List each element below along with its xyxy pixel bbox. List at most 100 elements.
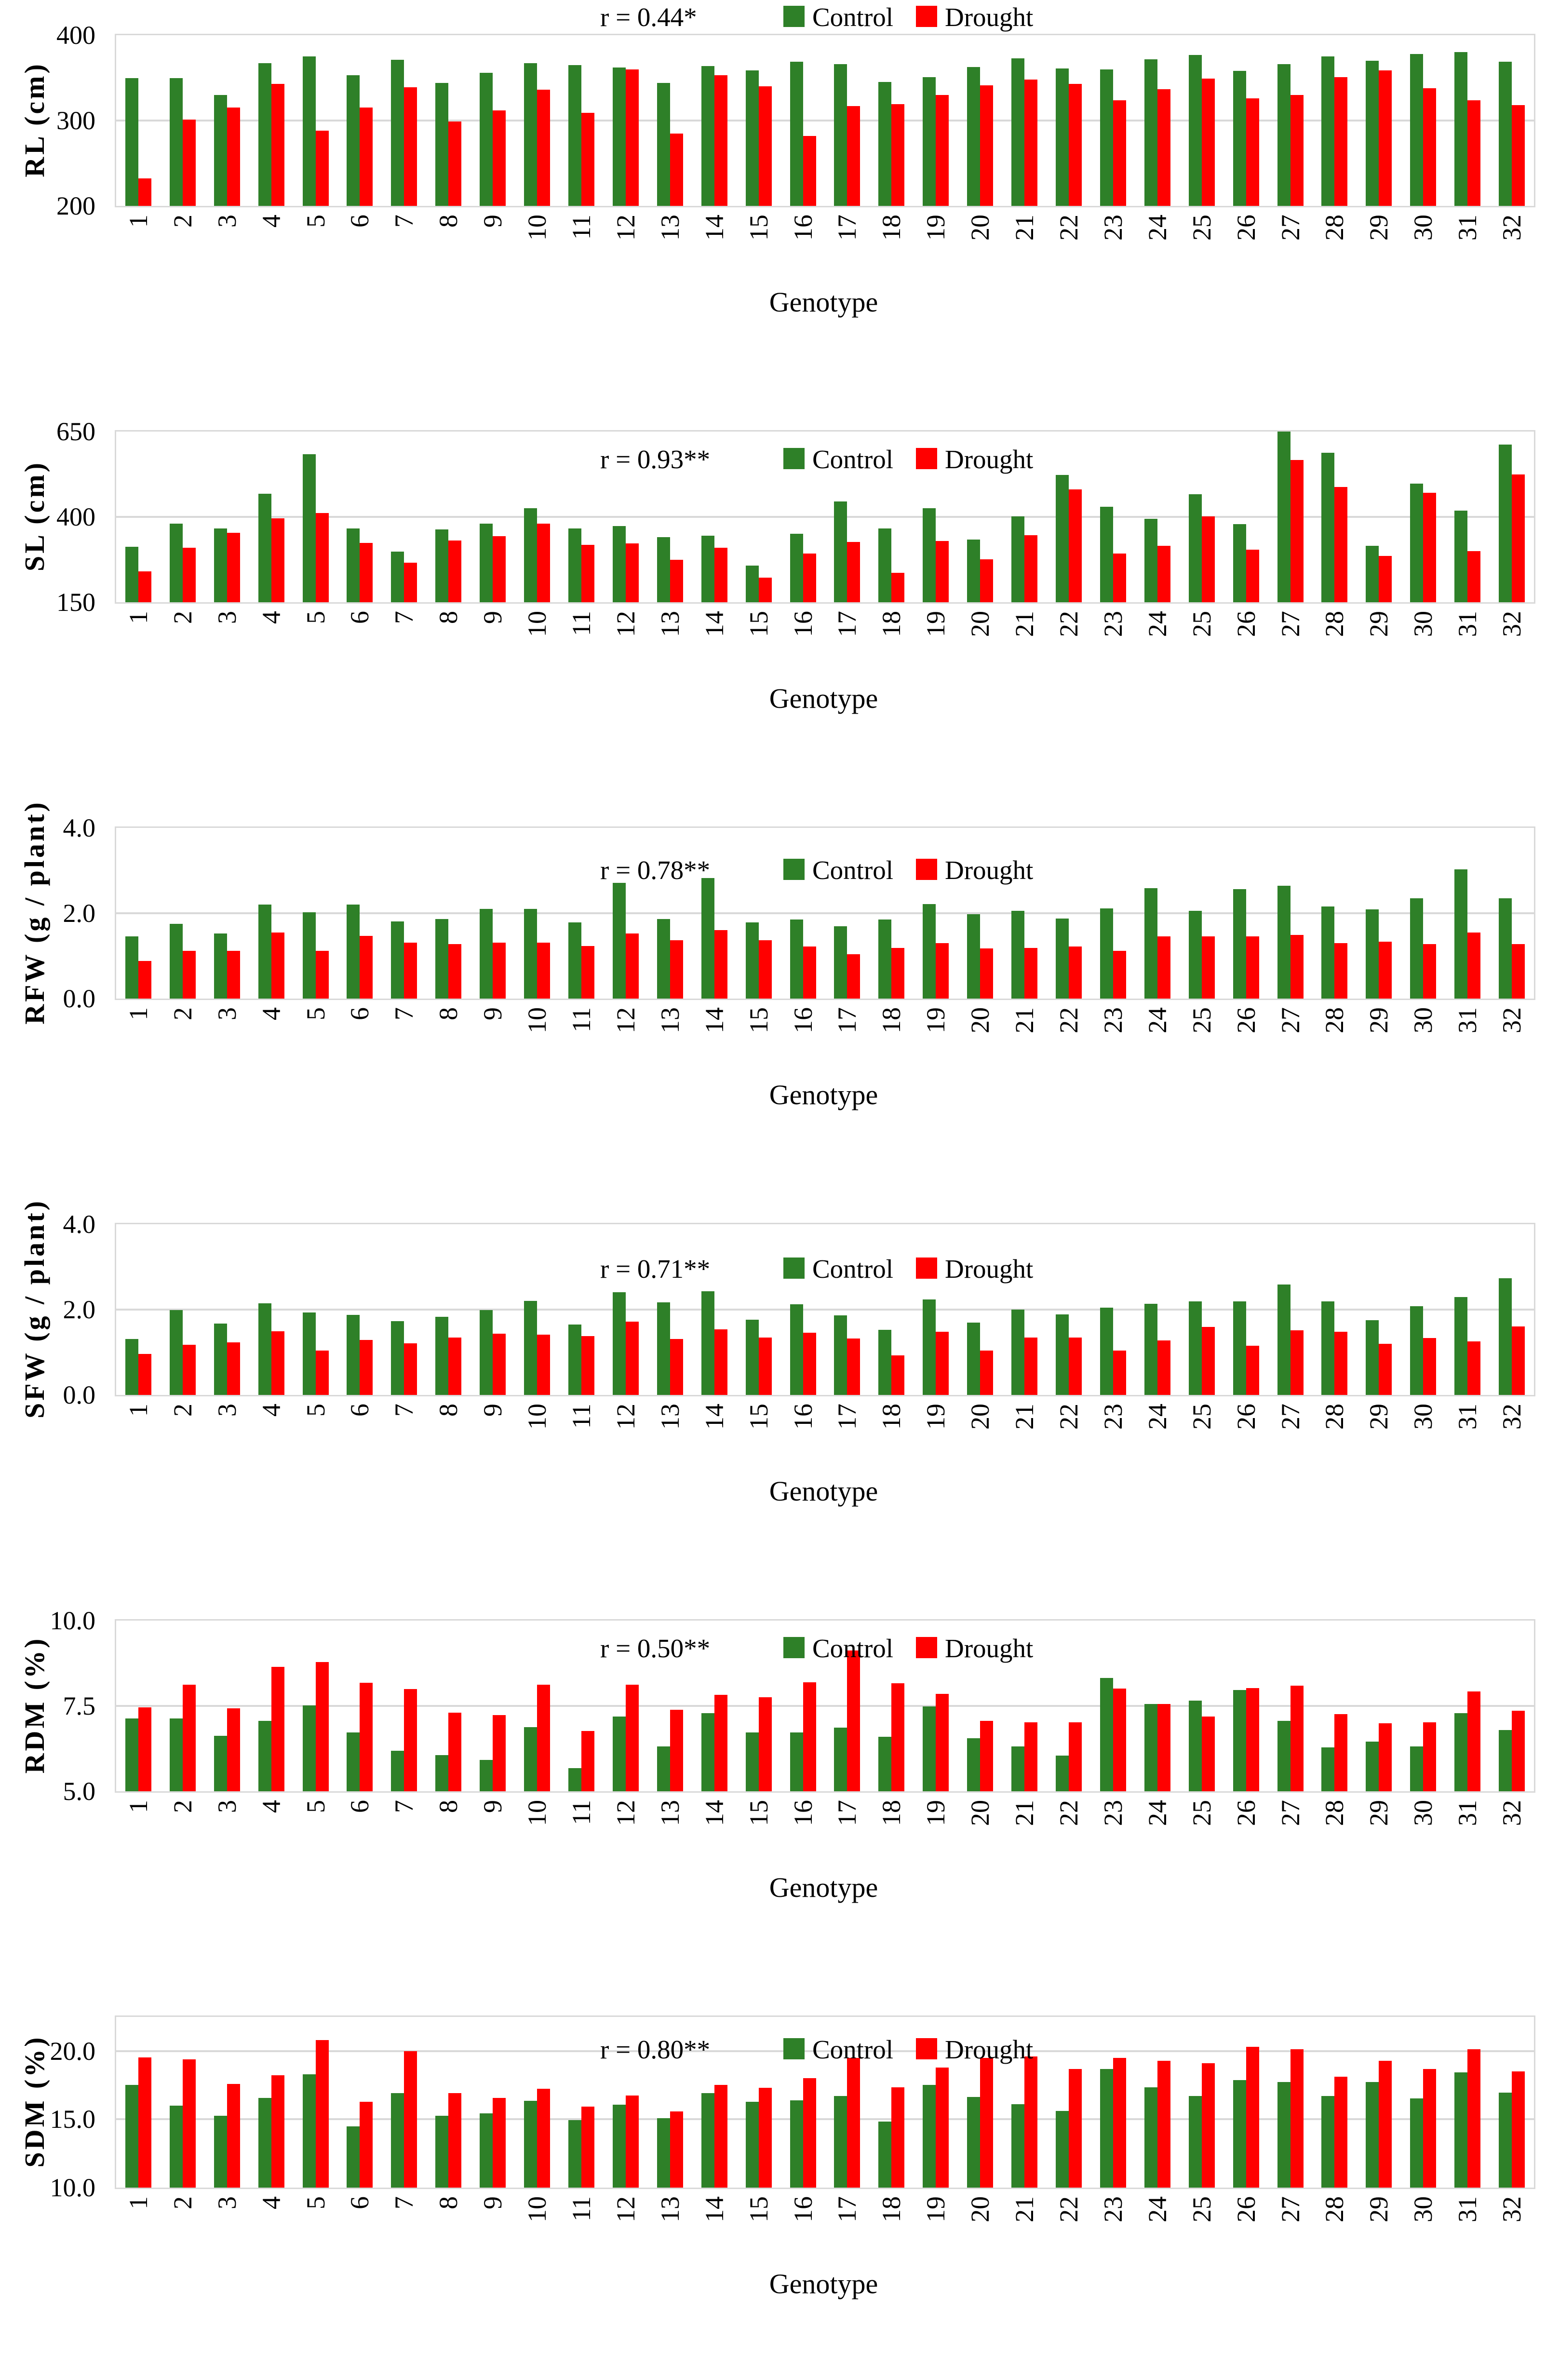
x-tick-label: 23 [1098, 2196, 1128, 2222]
annotation-row: r = 0.80** Control Drought [0, 2035, 1546, 2065]
bar-control [524, 1301, 538, 1395]
bar-drought [1423, 1338, 1437, 1395]
bar-control [391, 1321, 404, 1395]
x-tick-label: 29 [1364, 1800, 1394, 1826]
y-tick-label: 300 [56, 106, 95, 135]
bar-drought [1113, 2057, 1126, 2188]
x-tick-label: 6 [345, 215, 375, 228]
x-tick-label: 19 [921, 1800, 951, 1826]
bar-control [125, 936, 138, 999]
gridline [116, 1309, 1534, 1311]
bar-control [1233, 524, 1246, 602]
bar-drought [1201, 1716, 1215, 1791]
bar-drought [1379, 942, 1392, 999]
bar-drought [1157, 2061, 1170, 2188]
bar-control [258, 1303, 271, 1395]
bar-control [1100, 69, 1113, 206]
bar-drought [1423, 1722, 1437, 1791]
bar-drought [227, 2083, 240, 2188]
bar-control [1233, 2080, 1246, 2188]
bar-drought [1467, 100, 1481, 206]
legend-item-drought: Drought [916, 1254, 1033, 1284]
legend-control-label: Control [812, 2, 894, 32]
bar-drought [670, 1709, 683, 1791]
bar-drought [980, 1721, 994, 1791]
bar-drought [714, 930, 727, 999]
bar-drought [847, 106, 860, 206]
x-tick-label: 28 [1320, 1404, 1349, 1430]
x-tick-label: 13 [655, 2196, 685, 2222]
x-tick-label: 18 [877, 611, 906, 637]
x-tick-label: 11 [567, 1800, 596, 1825]
bar-control [790, 534, 803, 602]
bar-control [1055, 918, 1069, 999]
x-tick-label: 27 [1276, 215, 1305, 241]
x-tick-label: 14 [699, 1404, 729, 1430]
bar-control [701, 1713, 714, 1791]
bar-drought [1246, 98, 1259, 206]
bar-drought [227, 533, 240, 602]
bar-control [1144, 2087, 1157, 2188]
bar-control [1321, 906, 1335, 999]
legend-drought-label: Drought [945, 2035, 1034, 2064]
bar-control [1321, 56, 1335, 206]
bar-control [125, 546, 138, 602]
y-tick-label: 4.0 [63, 1210, 96, 1239]
bar-drought [227, 1342, 240, 1395]
x-tick-label: 25 [1187, 611, 1216, 637]
x-tick-label: 31 [1453, 611, 1482, 637]
bar-control [745, 922, 759, 999]
bar-control [568, 528, 582, 602]
legend-item-control: Control [783, 2035, 893, 2065]
bar-drought [315, 2040, 329, 2188]
bar-control [302, 912, 316, 999]
bar-drought [1113, 1688, 1126, 1791]
bar-control [1188, 494, 1202, 602]
bar-drought [1290, 1686, 1304, 1791]
x-tick-label: 12 [611, 2196, 640, 2222]
y-tick-label: 0.0 [63, 984, 96, 1013]
bar-control [1188, 54, 1202, 206]
bar-drought [1334, 2076, 1348, 2188]
x-tick-label: 23 [1098, 1007, 1128, 1033]
x-tick-label: 17 [833, 1800, 862, 1826]
bar-drought [360, 2101, 373, 2188]
bar-drought [404, 1343, 417, 1395]
bar-drought [1068, 2069, 1082, 2188]
bar-drought [493, 536, 506, 602]
x-tick-label: 23 [1098, 1404, 1128, 1430]
x-tick-label: 12 [611, 611, 640, 637]
plot-area [115, 1619, 1535, 1793]
bar-drought [1379, 70, 1392, 206]
bar-drought [891, 104, 905, 206]
x-tick-label: 13 [655, 1007, 685, 1033]
annotation-row: r = 0.93** Control Drought [0, 445, 1546, 474]
plot-area [115, 826, 1535, 1000]
bar-drought [1201, 1327, 1215, 1395]
x-tick-label: 6 [345, 611, 375, 624]
gridline [116, 1705, 1534, 1707]
bar-control [1055, 1755, 1069, 1791]
bar-control [302, 1312, 316, 1395]
x-tick-label: 24 [1143, 1404, 1172, 1430]
bar-drought [625, 1321, 639, 1395]
bar-drought [980, 1350, 994, 1395]
x-tick-label: 7 [390, 1404, 419, 1417]
x-tick-label: 22 [1054, 1800, 1083, 1826]
gridline [116, 912, 1534, 914]
bar-control [1144, 1303, 1157, 1395]
drought-swatch-icon [916, 6, 937, 27]
bar-control [302, 454, 316, 602]
bar-control [435, 83, 449, 206]
bar-drought [1068, 1722, 1082, 1791]
bar-control [1188, 910, 1202, 999]
bar-control [1499, 61, 1512, 206]
bar-control [169, 1718, 183, 1791]
bar-drought [271, 932, 284, 999]
bar-control [347, 1314, 360, 1395]
x-tick-label: 10 [523, 1800, 552, 1826]
x-tick-label: 2 [168, 1007, 197, 1020]
bar-control [1499, 898, 1512, 999]
bar-control [214, 1736, 227, 1791]
bar-drought [182, 120, 196, 206]
